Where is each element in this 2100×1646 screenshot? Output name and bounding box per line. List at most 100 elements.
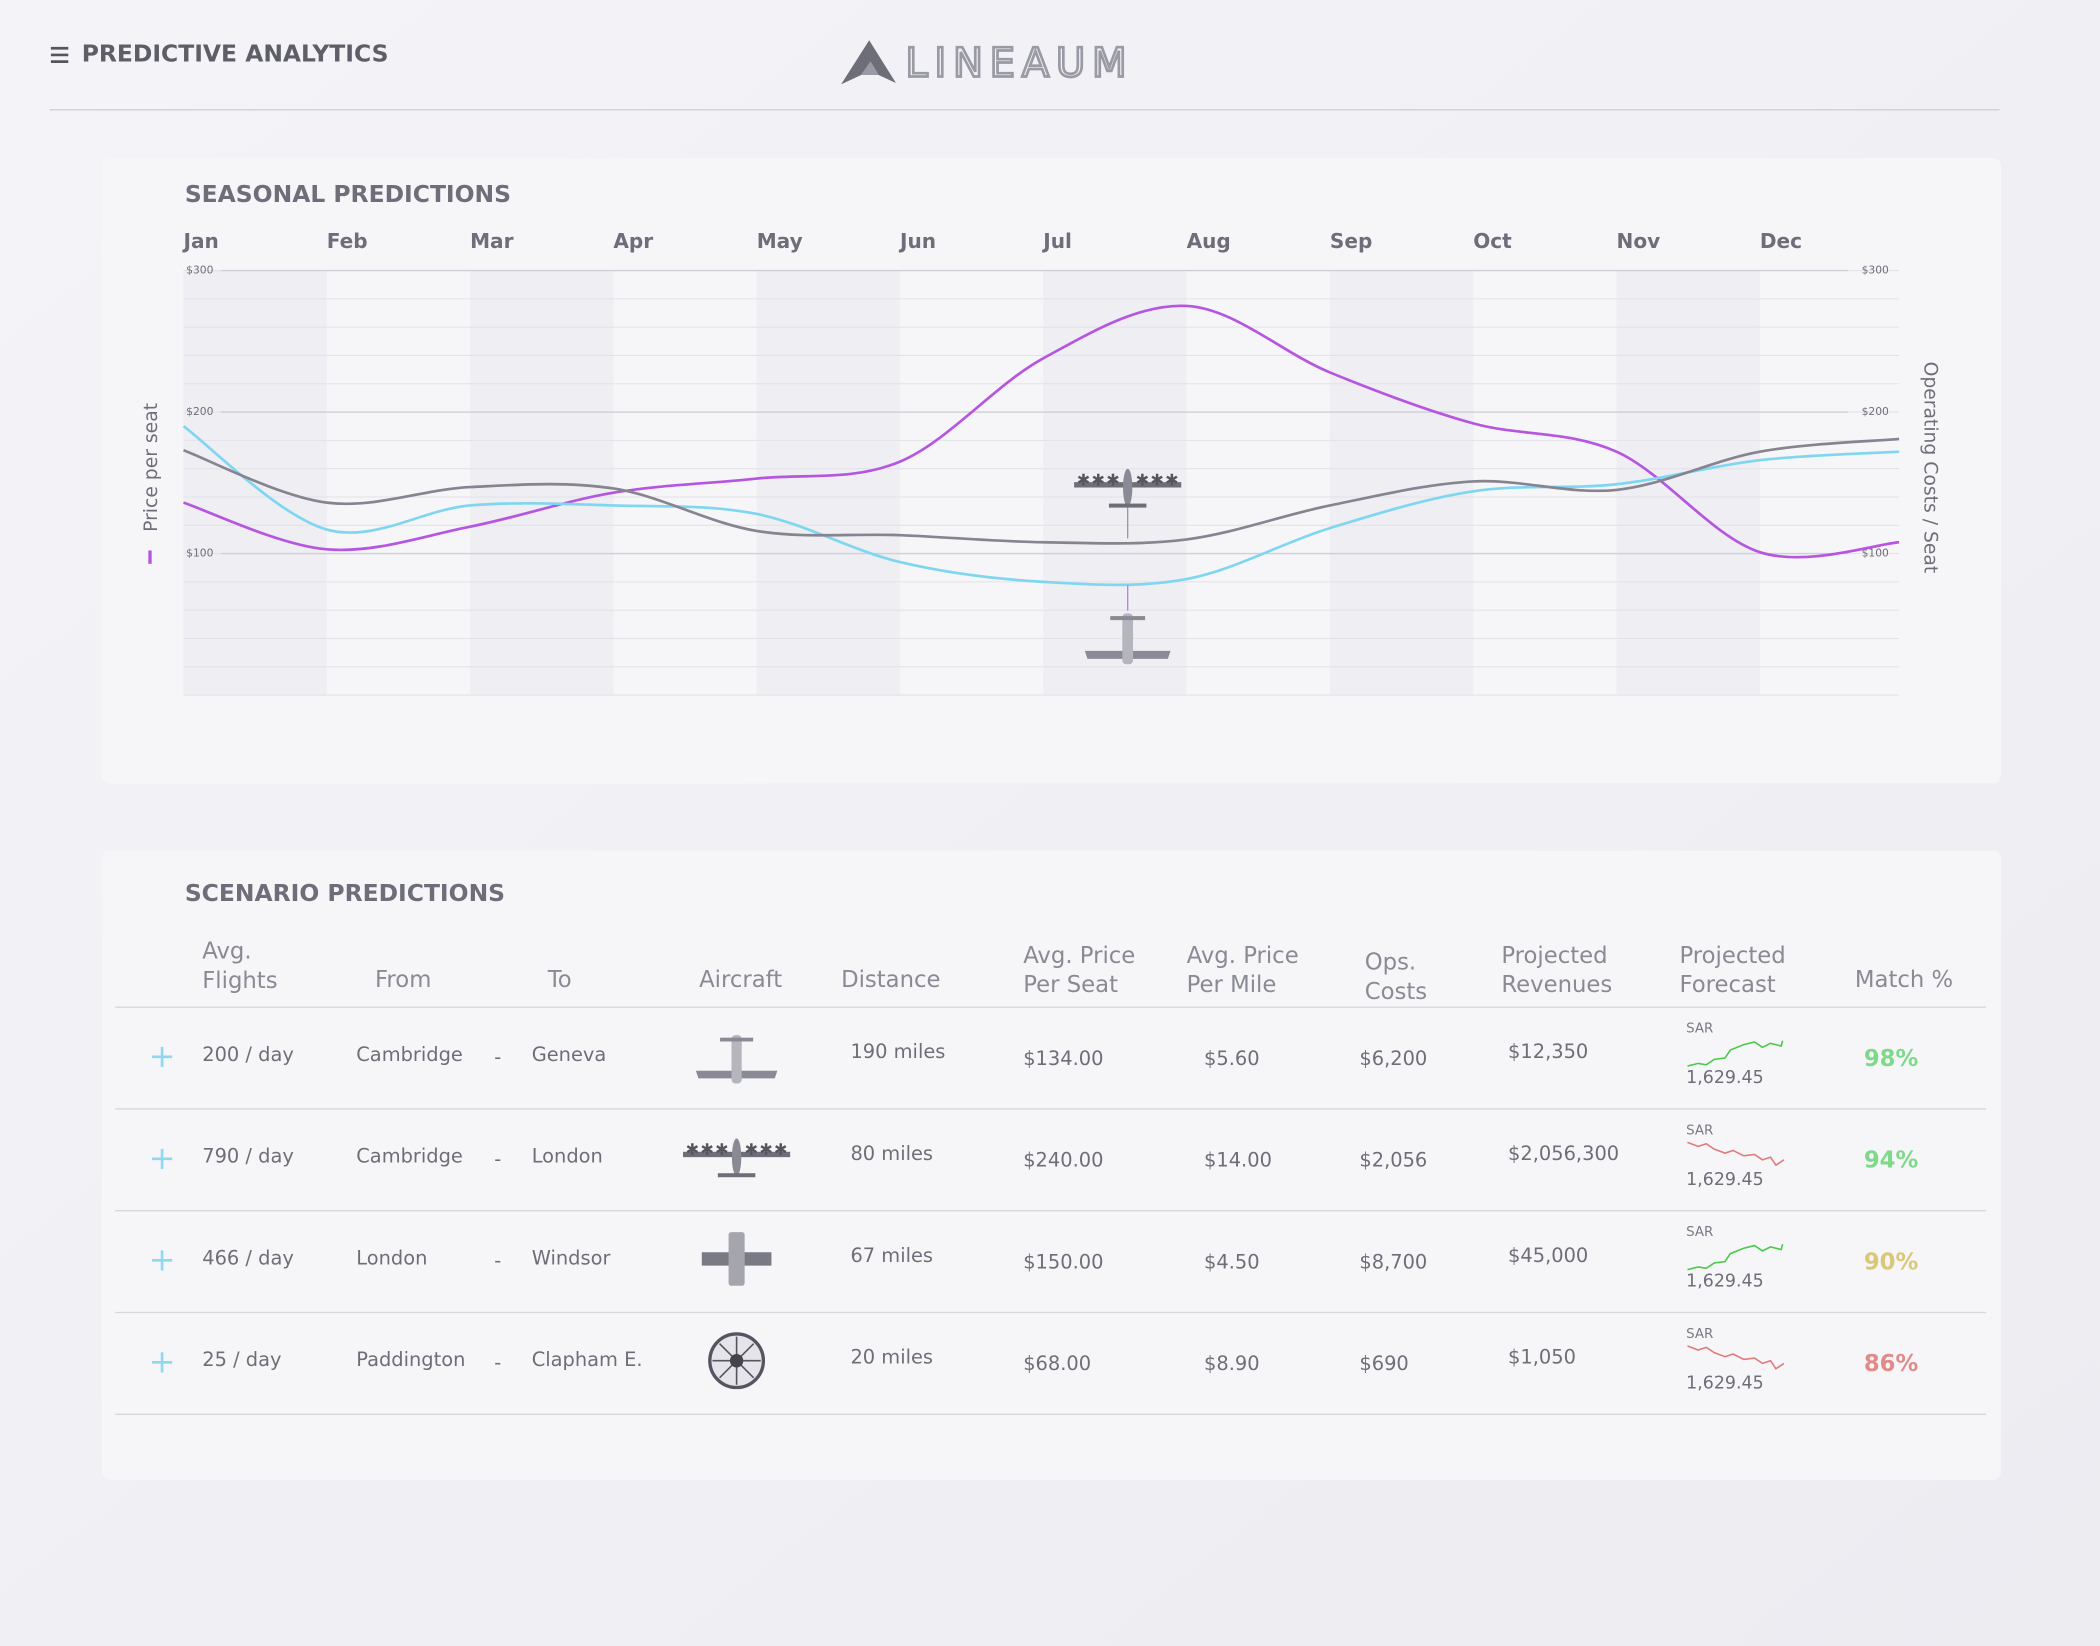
chart: $100 $200 $300 $100 $200 $300 Jan Feb Mar Apr May J… xyxy=(141,229,1940,696)
cell-price-seat: $240.00 xyxy=(1023,1149,1103,1172)
aircraft-icon xyxy=(695,1035,778,1084)
menu-icon[interactable] xyxy=(50,46,69,63)
cell-revenue: $2,056,300 xyxy=(1508,1142,1619,1165)
cell-price-seat: $68.00 xyxy=(1023,1352,1091,1375)
aircraft-icon xyxy=(1084,613,1171,665)
forecast-value: 1,629.45 xyxy=(1686,1373,1764,1393)
cell-flights: 200 / day xyxy=(202,1043,294,1066)
month-label: Nov xyxy=(1617,229,1661,253)
month-label: May xyxy=(757,229,803,253)
column-header: Per Mile xyxy=(1187,972,1277,998)
cell-to: Windsor xyxy=(532,1246,611,1269)
forecast-sparkline xyxy=(1687,1141,1785,1167)
fuselage xyxy=(728,1232,745,1286)
match-percent: 94% xyxy=(1864,1148,1919,1174)
page-title: PREDICTIVE ANALYTICS xyxy=(82,39,389,67)
aircraft-icon: ✱ ✱ ✱ ✱ ✱ ✱ xyxy=(1074,468,1182,508)
rotor: ✱ xyxy=(1091,470,1104,489)
column-band xyxy=(470,270,614,696)
cell-flights: 466 / day xyxy=(202,1246,294,1269)
y-axis-label: Price per seat xyxy=(141,403,162,532)
match-percent: 86% xyxy=(1864,1351,1919,1377)
route-separator: - xyxy=(494,1351,501,1374)
tail xyxy=(717,1173,756,1178)
cell-revenue: $1,050 xyxy=(1508,1346,1576,1369)
tail xyxy=(1110,616,1146,621)
cell-price-mile: $8.90 xyxy=(1204,1352,1260,1375)
cell-price-mile: $14.00 xyxy=(1204,1149,1272,1172)
rotor: ✱ xyxy=(700,1140,713,1159)
rotor: ✱ xyxy=(686,1140,699,1159)
rotor: ✱ xyxy=(759,1140,772,1159)
y-tick-label: $100 xyxy=(186,547,213,560)
y2-axis-label: Operating Costs / Seat xyxy=(1919,362,1940,574)
forecast-sparkline xyxy=(1687,1244,1784,1271)
table: Avg. Flights From To Aircraft Distance Avg. Pr… xyxy=(115,939,1987,1415)
rotor: ✱ xyxy=(715,1140,728,1159)
cell-from: Cambridge xyxy=(356,1043,463,1066)
rotor: ✱ xyxy=(1165,470,1178,489)
rotor: ✱ xyxy=(1077,470,1090,489)
column-header: Avg. xyxy=(202,939,251,965)
forecast-sparkline xyxy=(1687,1345,1785,1370)
column-header: Aircraft xyxy=(699,967,782,993)
month-label: Mar xyxy=(470,229,514,253)
cell-distance: 80 miles xyxy=(850,1142,933,1165)
column-header: Avg. Price xyxy=(1187,943,1299,969)
month-label: Aug xyxy=(1187,229,1231,253)
forecast-currency: SAR xyxy=(1686,1225,1713,1240)
forecast-sparkline xyxy=(1687,1040,1784,1067)
rotor: ✱ xyxy=(745,1140,758,1159)
series-line xyxy=(183,304,1900,559)
expand-button[interactable]: + xyxy=(149,1037,176,1075)
month-label: Dec xyxy=(1760,229,1802,253)
y2-tick-label: $100 xyxy=(1862,547,1889,560)
cell-to: Geneva xyxy=(532,1043,607,1066)
expand-button[interactable]: + xyxy=(149,1241,176,1279)
column-header: Avg. Price xyxy=(1023,943,1135,969)
hub xyxy=(729,1354,744,1368)
cell-ops: $6,200 xyxy=(1359,1047,1427,1070)
column-header: Distance xyxy=(841,967,940,993)
column-header: Costs xyxy=(1365,979,1427,1005)
cell-price-seat: $150.00 xyxy=(1023,1250,1103,1273)
cell-from: London xyxy=(356,1246,427,1269)
column-header: Ops. xyxy=(1365,949,1416,975)
column-band xyxy=(756,270,900,696)
chart-title: SEASONAL PREDICTIONS xyxy=(185,180,511,208)
month-label: Oct xyxy=(1473,229,1512,253)
cell-ops: $2,056 xyxy=(1359,1149,1427,1172)
cell-distance: 190 miles xyxy=(850,1040,945,1063)
forecast-value: 1,629.45 xyxy=(1686,1272,1764,1292)
cell-revenue: $45,000 xyxy=(1508,1244,1588,1267)
cell-ops: $690 xyxy=(1359,1352,1408,1375)
match-percent: 98% xyxy=(1864,1046,1919,1072)
column-header: Revenues xyxy=(1501,972,1612,998)
cell-from: Cambridge xyxy=(356,1145,463,1168)
rotor: ✱ xyxy=(774,1140,787,1159)
fuselage xyxy=(731,1035,742,1084)
route-separator: - xyxy=(494,1249,501,1272)
route-separator: - xyxy=(494,1046,501,1069)
expand-button[interactable]: + xyxy=(149,1342,176,1380)
cell-distance: 20 miles xyxy=(850,1346,933,1369)
table-panel xyxy=(101,850,2001,1480)
forecast-currency: SAR xyxy=(1686,1327,1713,1342)
cell-from: Paddington xyxy=(356,1348,465,1371)
column-header: Per Seat xyxy=(1023,972,1118,998)
cell-price-seat: $134.00 xyxy=(1023,1047,1103,1070)
aircraft-icon xyxy=(708,1332,766,1390)
series-line xyxy=(183,437,1900,545)
rotor: ✱ xyxy=(1106,470,1119,489)
route-separator: - xyxy=(494,1147,501,1170)
expand-button[interactable]: + xyxy=(149,1139,176,1177)
tail xyxy=(720,1037,754,1042)
cell-revenue: $12,350 xyxy=(1508,1040,1588,1063)
aircraft-icon: ✱ ✱ ✱ ✱ ✱ ✱ xyxy=(683,1138,791,1178)
cell-distance: 67 miles xyxy=(850,1244,933,1267)
aircraft-icon xyxy=(701,1232,772,1286)
column-header: Flights xyxy=(202,968,277,994)
rotor: ✱ xyxy=(1136,470,1149,489)
forecast-currency: SAR xyxy=(1686,1123,1713,1138)
fuselage xyxy=(731,1138,742,1176)
